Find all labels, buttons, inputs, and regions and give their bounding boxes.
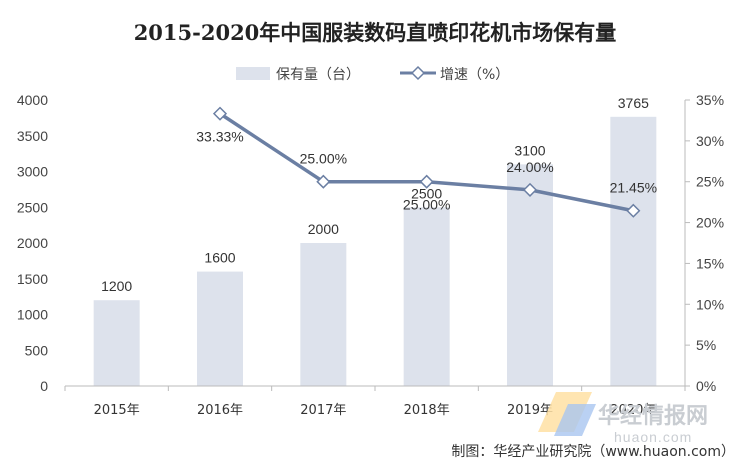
source-credit: 制图：华经产业研究院（www.huaon.com） [451, 444, 735, 460]
right-tick-label: 20% [696, 215, 724, 231]
left-tick-label: 500 [25, 342, 49, 358]
x-tick-label: 2020年 [610, 403, 656, 418]
left-tick-label: 2000 [17, 235, 48, 251]
bar-value-label: 1600 [204, 250, 235, 266]
x-axis-ticks: 2015年 2016年 2017年 2018年 2019年 2020年 [64, 386, 686, 418]
line-point [419, 174, 434, 189]
watermark-subtext: huaon.com [614, 429, 692, 445]
right-tick-label: 25% [696, 174, 724, 190]
left-tick-label: 4000 [17, 92, 48, 108]
chart-title: 2015-2020年中国服装数码直喷印花机市场保有量 [134, 20, 617, 45]
line-value-label: 24.00% [506, 159, 553, 175]
legend-bar-label: 保有量（台） [276, 67, 360, 83]
line-point [316, 174, 331, 189]
right-tick-label: 10% [696, 296, 724, 312]
bar [507, 164, 553, 386]
bar-value-label: 3765 [618, 95, 649, 111]
watermark-text: 华经情报网 [598, 403, 708, 429]
bar-value-label: 2500 [411, 185, 442, 201]
x-tick-label: 2017年 [300, 403, 346, 418]
legend-bar-swatch [236, 67, 270, 80]
bar-value-label: 2000 [308, 221, 339, 237]
left-tick-label: 3000 [17, 164, 48, 180]
legend: 保有量（台） 增速（%） [236, 65, 509, 83]
bar [93, 300, 140, 386]
right-tick-label: 0% [696, 378, 716, 394]
line-data-labels: 33.33% 25.00% 25.00% 24.00% 21.45% [196, 129, 657, 213]
left-tick-label: 2500 [17, 199, 48, 215]
watermark-logo-icon-shade [554, 404, 596, 436]
left-tick-label: 3500 [17, 128, 48, 144]
bar-data-labels: 1200 1600 2000 2500 3100 3765 [101, 95, 649, 294]
left-axis-ticks: 0 500 1000 1500 2000 2500 3000 3500 4000 [17, 92, 48, 394]
left-tick-label: 0 [40, 378, 48, 394]
legend-line-marker [410, 65, 426, 81]
watermark-logo: 华经情报网 huaon.com [538, 392, 708, 445]
bars-group [93, 116, 657, 387]
right-tick-label: 15% [696, 255, 724, 271]
right-axis-ticks: 0% 5% 10% 15% 20% 25% 30% 35% [685, 92, 724, 394]
bar-value-label: 1200 [101, 278, 132, 294]
left-tick-label: 1500 [17, 271, 48, 287]
x-tick-label: 2016年 [197, 403, 243, 418]
line-value-label: 25.00% [300, 151, 347, 167]
legend-line-label: 增速（%） [440, 67, 509, 83]
line-point [522, 182, 538, 197]
line-value-label: 25.00% [403, 197, 450, 213]
line-point [212, 106, 228, 121]
growth-line-series [212, 106, 641, 218]
right-tick-label: 35% [696, 92, 724, 108]
bar [197, 271, 243, 386]
line-value-label: 33.33% [196, 129, 243, 145]
bar [610, 116, 657, 387]
line-point [626, 203, 641, 218]
line-value-label: 21.45% [610, 180, 657, 196]
bar-value-label: 3100 [514, 142, 545, 158]
x-tick-label: 2015年 [94, 403, 140, 418]
x-tick-label: 2018年 [404, 403, 450, 418]
right-tick-label: 30% [696, 133, 724, 149]
right-tick-label: 5% [696, 337, 716, 353]
bar [403, 207, 450, 386]
left-tick-label: 1000 [17, 307, 48, 323]
bar [300, 243, 347, 386]
x-tick-label: 2019年 [507, 403, 553, 418]
